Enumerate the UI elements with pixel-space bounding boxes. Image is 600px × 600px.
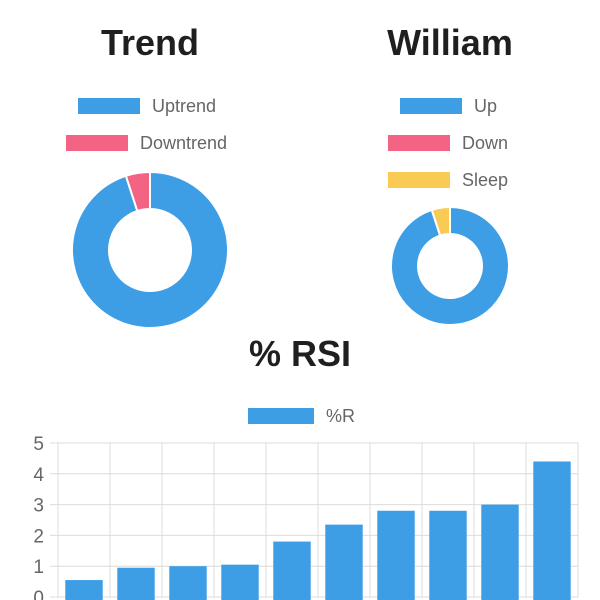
legend-swatch-down — [388, 135, 450, 151]
bar-chart-y-ticks: 5 4 3 2 1 0 — [33, 434, 44, 600]
legend-label-downtrend: Downtrend — [140, 132, 228, 153]
bar-8[interactable] — [429, 510, 467, 600]
bar-2[interactable] — [117, 567, 155, 600]
trend-slice-downtrend[interactable] — [124, 170, 151, 213]
y-tick-label: 1 — [33, 557, 44, 578]
legend-swatch-uptrend — [78, 98, 140, 114]
william-donut-chart — [390, 206, 510, 326]
bar-chart-bars — [65, 461, 571, 600]
legend-swatch-sleep — [388, 172, 450, 188]
legend-swatch-r — [248, 408, 314, 424]
trend-slice-uptrend[interactable] — [71, 170, 229, 329]
william-slice-up[interactable] — [390, 206, 510, 326]
legend-item-up[interactable]: Up — [400, 96, 497, 116]
legend-label-sleep: Sleep — [462, 169, 509, 190]
rsi-chart-title: % RSI — [248, 333, 352, 374]
legend-label-uptrend: Uptrend — [152, 95, 217, 116]
bar-7[interactable] — [377, 510, 415, 600]
bar-1[interactable] — [65, 580, 103, 600]
legend-label-up: Up — [474, 95, 498, 116]
y-tick-label: 3 — [33, 496, 44, 517]
bar-9[interactable] — [481, 504, 519, 600]
legend-swatch-up — [400, 98, 462, 114]
trend-donut-slices — [71, 170, 229, 329]
y-tick-label: 2 — [33, 526, 44, 547]
legend-item-sleep[interactable]: Sleep — [388, 170, 508, 190]
legend-label-down: Down — [462, 132, 509, 153]
y-tick-label: 0 — [33, 588, 44, 600]
legend-swatch-downtrend — [66, 135, 128, 151]
y-tick-label: 5 — [33, 434, 44, 455]
legend-label-r: %R — [326, 405, 356, 426]
bar-4[interactable] — [221, 564, 259, 600]
trend-donut-chart — [71, 170, 229, 329]
william-slice-sleep[interactable] — [430, 206, 451, 237]
william-chart-title: William — [387, 22, 513, 63]
trend-chart-title: Trend — [100, 22, 199, 63]
bar-5[interactable] — [273, 541, 311, 600]
william-donut-slices — [390, 206, 510, 326]
bar-chart-grid — [50, 442, 579, 598]
y-tick-label: 4 — [33, 465, 44, 486]
bar-10[interactable] — [533, 461, 571, 600]
legend-item-r[interactable]: %R — [248, 406, 355, 426]
bar-6[interactable] — [325, 524, 363, 600]
legend-item-downtrend[interactable]: Downtrend — [66, 133, 227, 153]
rsi-bar-chart: 5 4 3 2 1 0 — [33, 434, 579, 600]
legend-item-uptrend[interactable]: Uptrend — [78, 96, 216, 116]
legend-item-down[interactable]: Down — [388, 133, 508, 153]
bar-3[interactable] — [169, 566, 207, 600]
